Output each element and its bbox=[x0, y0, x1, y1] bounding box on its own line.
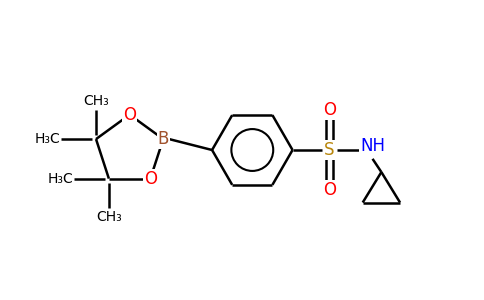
Text: CH₃: CH₃ bbox=[83, 94, 109, 108]
Text: H₃C: H₃C bbox=[35, 132, 60, 146]
Text: O: O bbox=[144, 169, 157, 188]
Text: NH: NH bbox=[360, 137, 385, 155]
Text: O: O bbox=[123, 106, 136, 124]
Text: O: O bbox=[323, 101, 336, 119]
Text: H₃C: H₃C bbox=[48, 172, 74, 186]
Text: B: B bbox=[157, 130, 169, 148]
Text: O: O bbox=[323, 181, 336, 199]
Text: CH₃: CH₃ bbox=[96, 210, 122, 224]
Text: S: S bbox=[324, 141, 334, 159]
